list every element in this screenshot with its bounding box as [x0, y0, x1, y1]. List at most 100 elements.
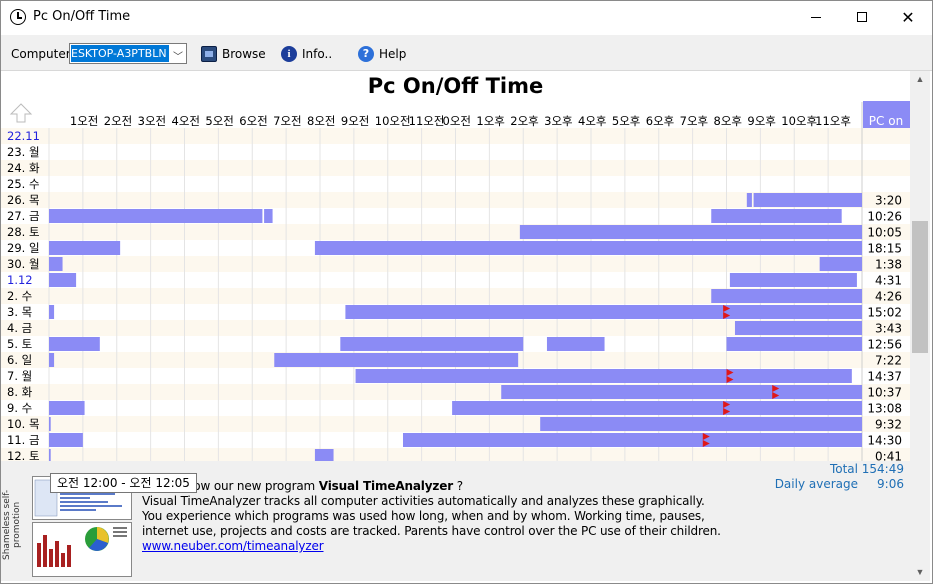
scroll-up-icon[interactable]: ▲ — [915, 74, 925, 84]
daily-total: 10:37 — [867, 386, 902, 400]
promo-line-4: internet use, projects and costs are tra… — [142, 524, 721, 538]
total-label: Total — [829, 462, 858, 476]
on-time-bar — [49, 353, 55, 367]
hour-label: 6오후 — [646, 114, 674, 128]
average-value: 9:06 — [877, 477, 904, 491]
on-time-bar — [49, 241, 121, 255]
day-label: 8. 화 — [7, 385, 33, 399]
scroll-thumb[interactable] — [912, 221, 928, 353]
on-time-bar — [540, 417, 862, 431]
promo-line-3: You experience which programs was used h… — [142, 509, 705, 523]
day-label: 24. 화 — [7, 161, 40, 175]
hour-label: 0오전 — [443, 114, 471, 128]
on-time-bar — [501, 385, 862, 399]
window-title: Pc On/Off Time — [33, 9, 131, 24]
hour-label: 9오후 — [747, 114, 775, 128]
promo-chart-graphic — [37, 527, 127, 567]
on-time-bar — [49, 209, 263, 223]
day-label: 25. 수 — [7, 177, 40, 191]
hour-label: 7오전 — [273, 114, 301, 128]
promo-link[interactable]: www.neuber.com/timeanalyzer — [142, 539, 324, 553]
on-time-bar — [264, 209, 273, 223]
computer-select[interactable]: ESKTOP-A3PTBLN ﹀ — [69, 43, 187, 64]
daily-total: 1:38 — [875, 258, 902, 272]
day-label: 28. 토 — [7, 225, 40, 239]
daily-total: 14:30 — [867, 434, 902, 448]
on-time-bar — [746, 193, 752, 207]
minimize-button[interactable] — [793, 1, 839, 33]
shutdown-marker — [726, 376, 734, 383]
day-label: 10. 목 — [7, 417, 40, 431]
hour-label: 8오전 — [307, 114, 335, 128]
daily-total: 4:26 — [875, 290, 902, 304]
average-row: Daily average 9:06 — [770, 477, 906, 492]
on-time-bar — [340, 337, 524, 351]
on-time-bar — [402, 433, 862, 447]
shutdown-marker — [772, 385, 780, 392]
day-label: 9. 수 — [7, 401, 32, 415]
hour-label: 6오전 — [239, 114, 267, 128]
day-label: 2. 수 — [7, 289, 32, 303]
promo-chart-image — [32, 522, 132, 577]
on-time-bar — [753, 193, 862, 207]
daily-total: 15:02 — [867, 306, 902, 320]
maximize-icon — [857, 12, 867, 22]
totals-panel: Total 154:49 Daily average 9:06 — [770, 462, 906, 492]
promo-side-label: Shameless self-promotion — [2, 489, 22, 561]
info-icon: i — [281, 46, 297, 62]
close-button[interactable]: ✕ — [885, 1, 931, 33]
hour-label: 7오후 — [680, 114, 708, 128]
vertical-scrollbar[interactable]: ▲ ▼ — [910, 71, 930, 581]
promo-line-1: ready know our new program Visual TimeAn… — [142, 479, 782, 494]
daily-total: 7:22 — [875, 354, 902, 368]
shutdown-marker — [702, 433, 710, 440]
minimize-icon — [811, 16, 821, 18]
hour-label: 1오전 — [70, 114, 98, 128]
promo-line-1-post: ? — [453, 479, 463, 493]
toolbar: Computer ESKTOP-A3PTBLN ﹀ Browse i Info.… — [1, 35, 932, 71]
on-time-bar — [274, 353, 519, 367]
on-time-bar — [314, 241, 862, 255]
info-button[interactable]: i Info.. — [281, 44, 332, 64]
help-button[interactable]: ? Help — [358, 44, 406, 64]
on-time-bar — [711, 209, 842, 223]
hour-label: 11오후 — [815, 114, 851, 128]
computer-select-value: ESKTOP-A3PTBLN — [71, 45, 169, 62]
page-title: Pc On/Off Time — [367, 74, 544, 98]
daily-total: 9:32 — [875, 418, 902, 432]
promo-line-2: Visual TimeAnalyzer tracks all computer … — [142, 494, 705, 508]
help-icon: ? — [358, 46, 374, 62]
daily-total: 4:31 — [875, 274, 902, 288]
computer-icon — [201, 46, 217, 62]
shutdown-marker — [723, 312, 731, 319]
daily-total: 0:41 — [875, 450, 902, 464]
daily-total: 3:20 — [875, 194, 902, 208]
on-time-bar — [519, 225, 862, 239]
on-time-bar — [734, 321, 862, 335]
daily-total: 13:08 — [867, 402, 902, 416]
on-time-bar — [546, 337, 605, 351]
day-label: 6. 일 — [7, 353, 32, 367]
computer-label: Computer — [11, 47, 71, 61]
help-label: Help — [379, 47, 407, 61]
scroll-down-icon[interactable]: ▼ — [915, 567, 925, 577]
promo-text: ready know our new program Visual TimeAn… — [142, 479, 782, 554]
on-time-bar — [355, 369, 852, 383]
maximize-button[interactable] — [839, 1, 885, 33]
browse-label: Browse — [222, 47, 266, 61]
on-time-bar — [711, 289, 862, 303]
day-label: 30. 월 — [7, 257, 40, 271]
daily-total: 12:56 — [867, 338, 902, 352]
day-label: 23. 월 — [7, 145, 40, 159]
hour-label: 9오전 — [341, 114, 369, 128]
hour-label: 10오전 — [375, 114, 411, 128]
hour-label: 10오후 — [781, 114, 817, 128]
hour-label: 5오전 — [205, 114, 233, 128]
hour-label: 3오후 — [544, 114, 572, 128]
on-time-bar — [452, 401, 862, 415]
browse-button[interactable]: Browse — [201, 44, 266, 64]
on-time-bar — [49, 257, 63, 271]
day-label: 1.12 — [7, 273, 33, 287]
on-time-bar — [345, 305, 862, 319]
total-row: Total 154:49 — [770, 462, 906, 477]
